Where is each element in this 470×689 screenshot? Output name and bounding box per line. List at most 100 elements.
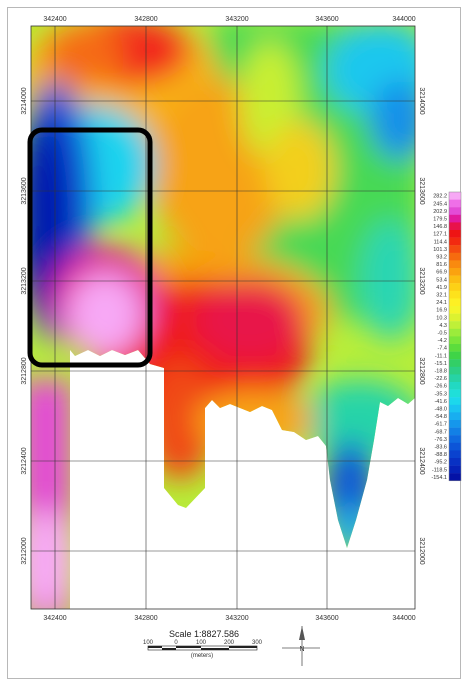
legend-swatch (449, 245, 461, 253)
legend-swatch (449, 328, 461, 337)
legend-swatch (449, 222, 461, 231)
legend-label: 41.9 (436, 285, 447, 291)
legend-swatch (449, 351, 461, 360)
legend-label: -154.1 (431, 475, 447, 481)
legend-swatch (449, 344, 461, 352)
legend-swatch (449, 465, 461, 474)
legend-swatch (449, 382, 461, 390)
y-tick-left-6: 3212000 (21, 537, 28, 564)
y-tick-labels-right: 3214000 3213600 3213200 3212800 3212400 … (418, 87, 425, 564)
legend-swatch (449, 237, 461, 246)
legend-label: -22.6 (434, 376, 447, 382)
y-tick-left-1: 3214000 (21, 87, 28, 114)
legend-swatch (449, 366, 461, 375)
x-tick-bottom-1: 342400 (43, 615, 66, 622)
legend-label: 282.2 (433, 194, 447, 200)
scale-label-1: 100 (143, 640, 154, 646)
legend-swatch (449, 230, 461, 238)
legend-swatch (449, 298, 461, 307)
legend-label: 245.4 (433, 201, 447, 207)
legend-label: -15.1 (434, 361, 447, 367)
scale-label-5: 300 (252, 640, 263, 646)
legend-label: -95.2 (434, 460, 447, 466)
legend-label: 4.3 (439, 323, 447, 329)
legend-label: 53.4 (436, 277, 447, 283)
legend-swatch (449, 275, 461, 284)
x-tick-bottom-5: 344000 (392, 615, 415, 622)
north-label: N (299, 646, 304, 653)
legend-label: -68.7 (434, 429, 447, 435)
scale-label-3: 100 (196, 640, 207, 646)
legend-label: -35.3 (434, 391, 447, 397)
y-tick-left-5: 3212400 (21, 447, 28, 474)
legend-swatch (449, 321, 461, 329)
x-tick-top-3: 343200 (225, 16, 248, 23)
legend-swatch (449, 207, 461, 215)
scale-label-4: 200 (224, 640, 235, 646)
legend-label: -61.7 (434, 422, 447, 428)
legend-swatch (449, 397, 461, 405)
legend-swatch (449, 389, 461, 398)
legend-swatch (449, 268, 461, 276)
legend-label: -118.5 (432, 467, 447, 473)
legend-label: -0.5 (438, 331, 447, 337)
x-tick-top-1: 342400 (43, 16, 66, 23)
legend-label: -41.6 (434, 399, 447, 405)
x-tick-labels-top: 342400 342800 343200 343600 344000 (43, 16, 415, 23)
legend-label: -83.6 (434, 445, 447, 451)
legend-label: 114.4 (434, 239, 447, 245)
north-arrow-icon: N (282, 626, 320, 666)
legend-swatch (449, 290, 461, 299)
x-tick-labels-bottom: 342400 342800 343200 343600 344000 (43, 615, 415, 622)
scale-title: Scale 1:8827.586 (169, 629, 239, 639)
legend-label: -48.0 (434, 407, 447, 413)
legend-swatch (449, 420, 461, 428)
y-tick-right-5: 3212400 (418, 447, 425, 474)
legend-label: 66.9 (436, 270, 447, 276)
legend-label: 32.1 (436, 293, 447, 299)
legend-label: -76.3 (434, 437, 447, 443)
legend-label: 202.9 (433, 209, 447, 215)
legend-label: 16.9 (436, 308, 447, 314)
scale-label-2: 0 (174, 640, 178, 646)
x-tick-bottom-3: 343200 (225, 615, 248, 622)
x-tick-top-5: 344000 (392, 16, 415, 23)
legend-swatch (449, 283, 461, 291)
legend-label: 93.2 (436, 255, 447, 261)
legend-label: 146.8 (433, 224, 447, 230)
map-data-layer (31, 26, 415, 609)
legend-label: -26.6 (434, 384, 447, 390)
x-tick-bottom-2: 342800 (134, 615, 157, 622)
y-tick-left-3: 3213200 (21, 267, 28, 294)
legend-label: -11.1 (435, 353, 447, 359)
y-tick-right-2: 3213600 (418, 177, 425, 204)
y-tick-right-3: 3213200 (418, 267, 425, 294)
legend-swatch (449, 313, 461, 322)
legend-label: 10.3 (436, 315, 447, 321)
legend-swatch (449, 427, 461, 436)
legend-swatch (449, 260, 461, 269)
y-tick-left-4: 3212800 (21, 357, 28, 384)
scale-unit: (meters) (191, 653, 213, 659)
legend-label: 24.1 (436, 300, 447, 306)
legend-swatch (449, 306, 461, 314)
legend-label: 127.1 (433, 232, 447, 238)
y-tick-labels-left: 3214000 3213600 3213200 3212800 3212400 … (21, 87, 28, 564)
y-tick-right-6: 3212000 (418, 537, 425, 564)
legend-swatch (449, 192, 461, 200)
legend-swatch (449, 214, 461, 223)
legend-swatch (449, 412, 461, 421)
legend-label: -18.8 (434, 369, 447, 375)
legend-swatch (449, 374, 461, 383)
legend-swatch (449, 450, 461, 459)
x-tick-top-4: 343600 (315, 16, 338, 23)
legend-swatch (449, 359, 461, 367)
legend-label: -88.8 (434, 452, 447, 458)
legend-label: -4.2 (438, 338, 447, 344)
y-tick-right-4: 3212800 (418, 357, 425, 384)
legend-label: -7.4 (438, 346, 447, 352)
legend-swatch (449, 199, 461, 208)
legend-label: 101.3 (433, 247, 447, 253)
